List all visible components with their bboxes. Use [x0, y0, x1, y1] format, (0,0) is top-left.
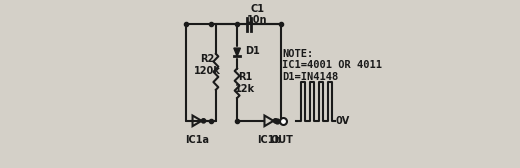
- Text: D1: D1: [245, 46, 260, 56]
- Text: R2
120k: R2 120k: [194, 54, 221, 76]
- Text: 0V: 0V: [335, 116, 349, 126]
- Polygon shape: [234, 48, 240, 56]
- Text: NOTE:
IC1=4001 OR 4011
D1=IN4148: NOTE: IC1=4001 OR 4011 D1=IN4148: [282, 49, 382, 82]
- Text: IC1a: IC1a: [185, 135, 209, 145]
- Text: C1
10n: C1 10n: [248, 4, 268, 25]
- Text: OUT: OUT: [270, 135, 293, 145]
- Text: IC1b: IC1b: [257, 135, 281, 145]
- Text: R1
12k: R1 12k: [235, 72, 255, 94]
